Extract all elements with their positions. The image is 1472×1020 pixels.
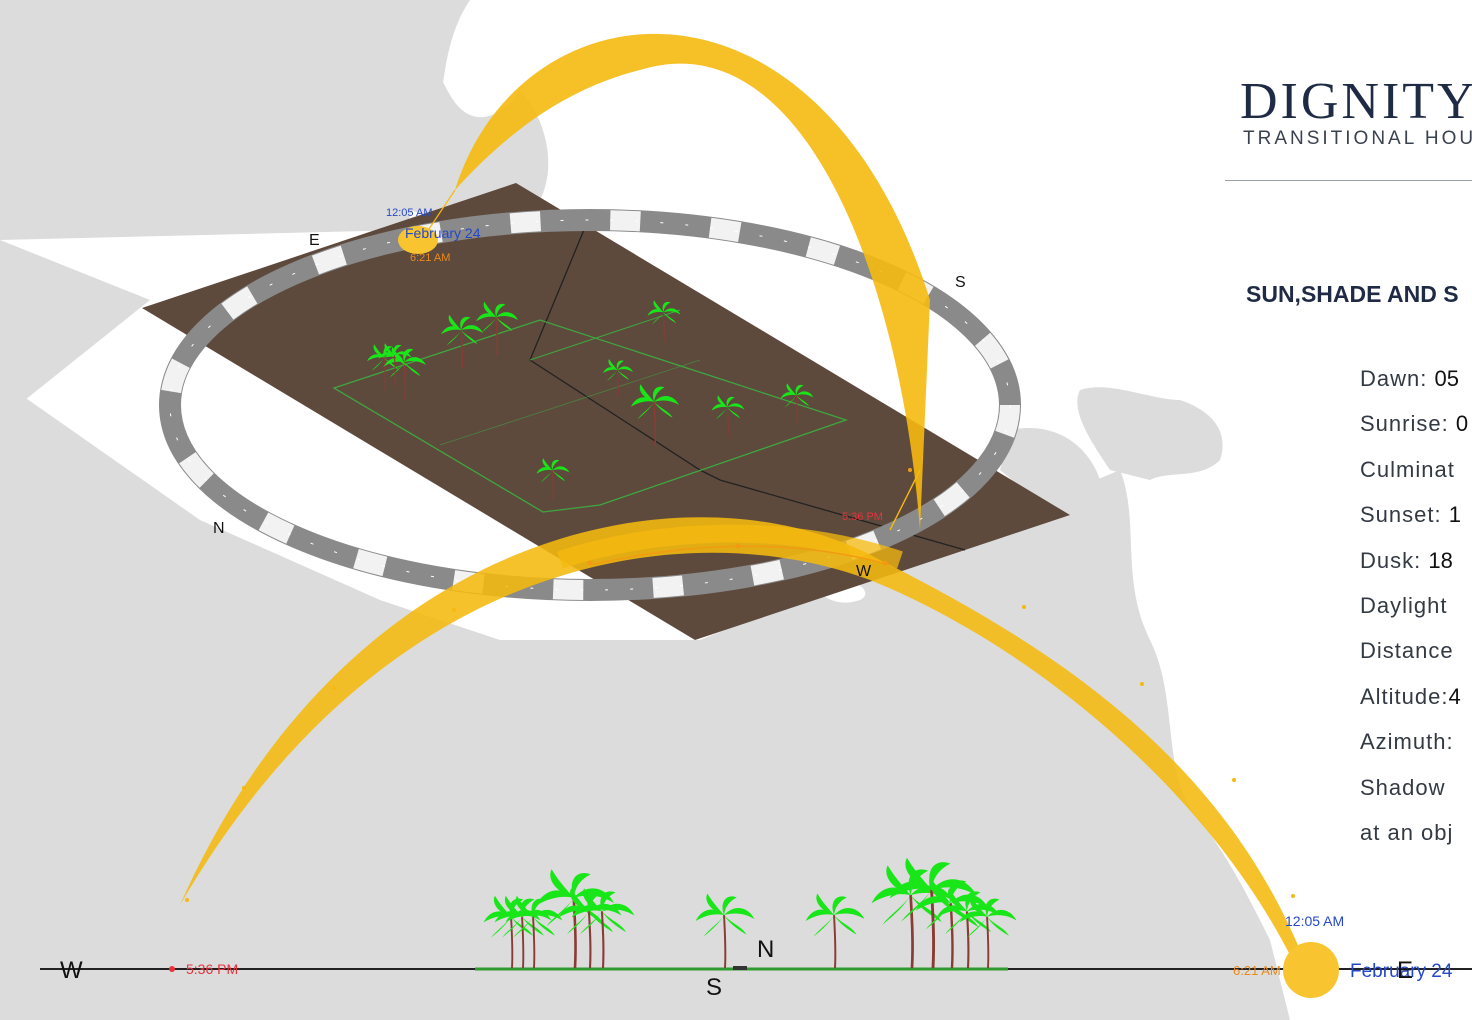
elevation-sunrise-time: 6:21 AM — [1233, 963, 1281, 978]
sun-info-culmination: Culminat — [1360, 453, 1468, 498]
site-boundary — [332, 319, 849, 513]
elevation-sunset-time: 5:36 PM — [186, 961, 238, 977]
sun-info-sunset: Sunset: 1 — [1360, 498, 1468, 543]
elevation-compass-east: E — [1397, 957, 1413, 984]
sun-info-azimuth: Azimuth: — [1360, 725, 1468, 770]
sun-info-daylight: Daylight — [1360, 589, 1468, 634]
plan-compass-south: S — [955, 274, 966, 291]
section-title: SUN,SHADE AND S — [1246, 281, 1459, 307]
info-label: Dawn: — [1360, 366, 1428, 391]
brand-subtitle: TRANSITIONAL HOU — [1243, 128, 1472, 149]
info-label: Culminat — [1360, 456, 1455, 482]
plan-date-label: February 24 — [405, 225, 481, 241]
info-value: 0 — [1455, 411, 1469, 437]
info-label: Sunrise: — [1360, 411, 1449, 437]
plan-compass-north: N — [213, 520, 225, 537]
sun-info-sunrise: Sunrise: 0 — [1360, 407, 1468, 452]
sun-info-shadow: Shadow — [1360, 771, 1468, 816]
info-label: Altitude: — [1360, 683, 1449, 709]
site-plane — [142, 183, 1070, 640]
sun-info-list: Dawn: 05 Sunrise: 0 Culminat Sunset: 1 D… — [1360, 362, 1468, 861]
info-value: 18 — [1428, 547, 1453, 573]
plan-sunrise-time: 6:21 AM — [410, 252, 450, 264]
sun-info-distance: Distance — [1360, 634, 1468, 679]
plan-culmination-time: 12:05 AM — [386, 207, 432, 219]
info-label: at an obj — [1360, 819, 1454, 845]
brand-divider — [1225, 180, 1472, 181]
info-label: Shadow — [1360, 774, 1446, 800]
elevation-date-label: February 24 — [1350, 961, 1453, 982]
info-label: Sunset: — [1360, 502, 1442, 528]
sun-info-altitude: Altitude:4 — [1360, 680, 1468, 725]
info-label: Daylight — [1360, 592, 1448, 618]
info-value: 1 — [1448, 502, 1461, 528]
elevation-compass-north: N — [757, 936, 774, 963]
info-value: 4 — [1448, 683, 1461, 709]
plan-compass-west: W — [856, 563, 872, 580]
info-label: Dusk: — [1360, 547, 1422, 573]
plan-sun-disc — [398, 226, 438, 254]
info-label: Azimuth: — [1360, 729, 1454, 755]
elevation-compass-south: S — [706, 974, 722, 1001]
info-label: Distance — [1360, 638, 1454, 664]
brand-title: DIGNITY — [1240, 73, 1472, 130]
compass-ring — [159, 209, 1021, 601]
sun-info-dawn: Dawn: 05 — [1360, 362, 1468, 407]
sun-info-object: at an obj — [1360, 816, 1468, 861]
elevation-sun-disc — [1283, 942, 1339, 998]
info-value: 05 — [1434, 366, 1459, 391]
plan-compass-east: E — [309, 232, 320, 249]
sun-info-dusk: Dusk: 18 — [1360, 544, 1468, 589]
elevation-compass-west: W — [60, 957, 83, 984]
plan-sunset-time: 5:36 PM — [842, 511, 883, 523]
elevation-culmination-time: 12:05 AM — [1285, 913, 1344, 929]
